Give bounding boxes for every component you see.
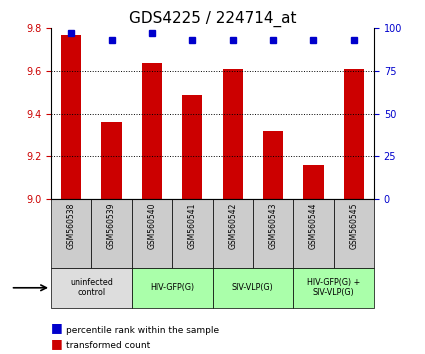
Bar [263,131,283,199]
FancyBboxPatch shape [51,268,132,308]
Text: GSM560542: GSM560542 [228,202,237,249]
FancyBboxPatch shape [334,199,374,268]
Text: percentile rank within the sample: percentile rank within the sample [66,326,219,335]
FancyBboxPatch shape [51,199,91,268]
Text: HIV-GFP(G) +
SIV-VLP(G): HIV-GFP(G) + SIV-VLP(G) [307,278,360,297]
Text: ■: ■ [51,321,63,335]
Bar [102,122,122,199]
Text: GSM560543: GSM560543 [269,202,278,249]
Text: uninfected
control: uninfected control [70,278,113,297]
Text: transformed count: transformed count [66,342,150,350]
Bar [223,69,243,199]
FancyBboxPatch shape [132,268,212,308]
FancyBboxPatch shape [91,199,132,268]
Title: GDS4225 / 224714_at: GDS4225 / 224714_at [129,11,296,27]
FancyBboxPatch shape [212,199,253,268]
FancyBboxPatch shape [293,199,334,268]
Text: GSM560541: GSM560541 [188,202,197,249]
FancyBboxPatch shape [293,268,374,308]
Text: GSM560538: GSM560538 [67,202,76,249]
Text: ■: ■ [51,337,63,350]
Bar [142,63,162,199]
Bar [344,69,364,199]
Text: GSM560539: GSM560539 [107,202,116,249]
Bar [182,95,202,199]
Text: GSM560545: GSM560545 [349,202,358,249]
FancyBboxPatch shape [253,199,293,268]
Bar [303,165,323,199]
Text: GSM560540: GSM560540 [147,202,156,249]
Text: GSM560544: GSM560544 [309,202,318,249]
Bar [61,35,81,199]
FancyBboxPatch shape [212,268,293,308]
Text: SIV-VLP(G): SIV-VLP(G) [232,283,274,292]
FancyBboxPatch shape [172,199,212,268]
Text: HIV-GFP(G): HIV-GFP(G) [150,283,194,292]
FancyBboxPatch shape [132,199,172,268]
